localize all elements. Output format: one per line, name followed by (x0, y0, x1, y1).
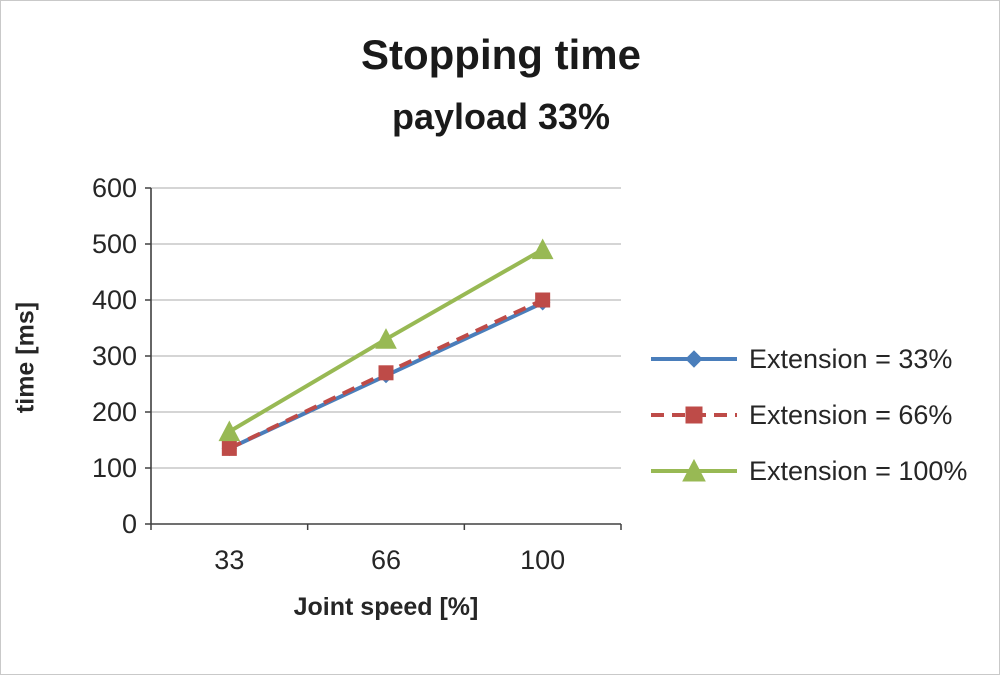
y-tick-label-500: 500 (92, 229, 137, 259)
legend-swatch-extension-33-icon (651, 350, 737, 368)
diamond-marker-icon (378, 367, 394, 384)
square-marker-icon (685, 406, 703, 424)
series-line-2 (228, 247, 544, 434)
x-tick-label-66: 66 (371, 545, 401, 575)
triangle-marker-icon (682, 458, 706, 482)
legend-swatch-extension-100-icon (651, 458, 737, 482)
x-tick-label-100: 100 (520, 545, 565, 575)
y-tick-label-400: 400 (92, 285, 137, 315)
diamond-marker-icon (685, 350, 703, 368)
chart-title: Stopping time (361, 31, 641, 78)
square-marker-icon (221, 440, 237, 456)
y-tick-label-0: 0 (122, 509, 137, 539)
legend-label-extension-33: Extension = 33% (749, 343, 953, 374)
square-marker-icon (535, 292, 551, 308)
y-axis-title: time [ms] (11, 301, 40, 414)
legend-entry-extension-33: Extension = 33% (649, 331, 989, 387)
triangle-marker-icon (531, 238, 554, 260)
series-line-1 (228, 298, 544, 451)
diamond-marker-icon (221, 440, 238, 457)
legend-entry-extension-100: Extension = 100% (649, 443, 989, 499)
y-tick-label-600: 600 (92, 173, 137, 203)
x-tick-label-33: 33 (214, 545, 244, 575)
y-tick-label-200: 200 (92, 397, 137, 427)
y-tick-label-300: 300 (92, 341, 137, 371)
diamond-marker-icon (534, 295, 551, 311)
legend-label-extension-100: Extension = 100% (749, 455, 968, 486)
square-marker-icon (378, 365, 394, 381)
triangle-marker-icon (218, 420, 241, 442)
legend: Extension = 33% Extension = 66% Extensio… (649, 331, 989, 499)
chart-subtitle: payload 33% (391, 96, 611, 137)
y-tick-label-100: 100 (92, 453, 137, 483)
triangle-marker-icon (375, 328, 397, 349)
series-line-0 (228, 300, 544, 451)
legend-swatch-extension-66-icon (651, 406, 737, 424)
x-axis-title: Joint speed [%] (293, 593, 479, 621)
legend-entry-extension-66: Extension = 66% (649, 387, 989, 443)
legend-label-extension-66: Extension = 66% (749, 399, 953, 430)
